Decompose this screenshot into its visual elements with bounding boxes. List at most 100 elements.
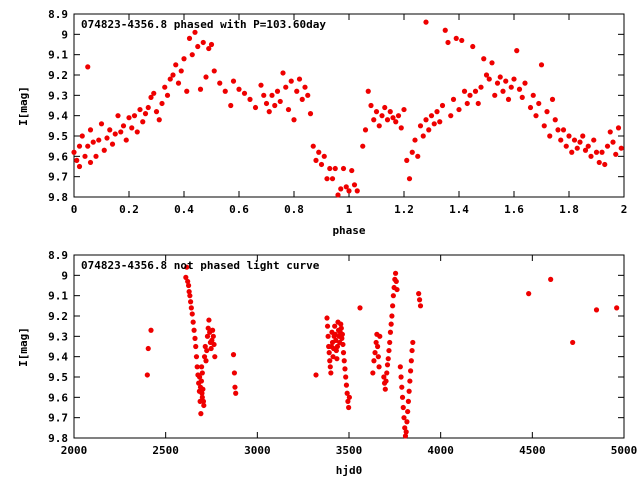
data-point [280, 70, 286, 76]
data-point [324, 323, 331, 329]
y-tick-label: 9.7 [48, 171, 68, 184]
data-point [192, 29, 198, 35]
data-point [126, 115, 132, 121]
data-point [204, 347, 210, 354]
data-point [426, 127, 432, 133]
x-tick-label: 0 [71, 203, 78, 216]
data-point [307, 111, 314, 117]
data-point [615, 125, 622, 131]
data-point [399, 394, 406, 400]
data-point [201, 402, 207, 409]
data-point [385, 356, 391, 362]
data-point [159, 100, 165, 107]
data-point [181, 56, 187, 62]
data-point [324, 176, 330, 182]
data-point [203, 358, 209, 364]
data-point [346, 404, 352, 411]
data-point [302, 84, 308, 90]
data-point [439, 102, 446, 109]
data-point [329, 176, 336, 182]
data-point [196, 374, 203, 380]
y-tick-label: 9 [61, 28, 68, 41]
data-point [549, 96, 556, 102]
data-point [82, 153, 88, 159]
data-point [423, 117, 429, 123]
data-point [558, 137, 564, 143]
data-point [194, 364, 200, 370]
data-point [346, 394, 352, 400]
data-point [560, 127, 567, 133]
data-point [382, 104, 388, 111]
data-point [137, 106, 143, 113]
data-point [334, 343, 341, 350]
data-point [145, 345, 151, 352]
data-point [376, 123, 382, 129]
y-tick-label: 9.4 [48, 351, 68, 364]
data-point [596, 159, 602, 166]
data-point [593, 307, 600, 313]
chart-title: 074823-4356.8 phased with P=103.60day [81, 18, 326, 31]
data-point [475, 100, 481, 107]
data-point [533, 113, 539, 119]
data-point [296, 76, 303, 82]
data-point [332, 165, 338, 172]
data-point [316, 149, 322, 155]
y-tick-label: 9.8 [48, 432, 68, 445]
data-point [340, 350, 347, 356]
data-point [192, 335, 198, 341]
data-point [266, 109, 272, 115]
data-point [206, 45, 212, 52]
data-point [131, 113, 138, 119]
data-point [232, 384, 238, 390]
y-tick-label: 9.2 [48, 310, 68, 323]
data-point [470, 43, 476, 50]
data-point [402, 425, 408, 431]
data-point [338, 321, 344, 327]
data-point [123, 137, 129, 143]
data-point [241, 90, 248, 96]
data-point [405, 398, 411, 404]
data-point [516, 86, 523, 92]
data-point [417, 123, 424, 129]
data-point [87, 127, 94, 133]
data-point [610, 139, 616, 145]
data-point [395, 113, 402, 119]
data-point [118, 129, 124, 135]
data-point [230, 78, 237, 84]
data-point [370, 370, 376, 376]
data-point [401, 415, 407, 421]
data-point [211, 341, 217, 348]
data-point [200, 39, 206, 46]
data-point [324, 315, 330, 321]
data-point [416, 297, 423, 303]
data-point [310, 143, 316, 149]
data-point [107, 127, 113, 133]
data-point [582, 147, 589, 153]
data-point [390, 303, 396, 309]
plot-frame [73, 254, 625, 439]
data-point [188, 305, 194, 311]
data-point [148, 327, 154, 333]
data-point [186, 289, 192, 295]
data-point [187, 293, 193, 299]
data-point [464, 100, 470, 107]
data-point [104, 135, 110, 141]
data-point [185, 278, 191, 285]
data-point [505, 96, 512, 102]
data-point [360, 143, 366, 149]
data-point [486, 76, 492, 82]
data-point [362, 127, 369, 133]
y-tick-label: 9.2 [48, 69, 68, 82]
data-point [593, 149, 600, 155]
data-point [349, 167, 355, 174]
data-point [442, 27, 448, 33]
data-point [387, 339, 393, 346]
data-point [343, 374, 349, 380]
data-point [222, 88, 228, 94]
data-point [530, 92, 536, 98]
y-tick-label: 9.4 [48, 110, 68, 123]
data-point [228, 102, 234, 109]
data-point [167, 76, 173, 82]
data-point [291, 117, 297, 123]
data-point [184, 88, 190, 94]
